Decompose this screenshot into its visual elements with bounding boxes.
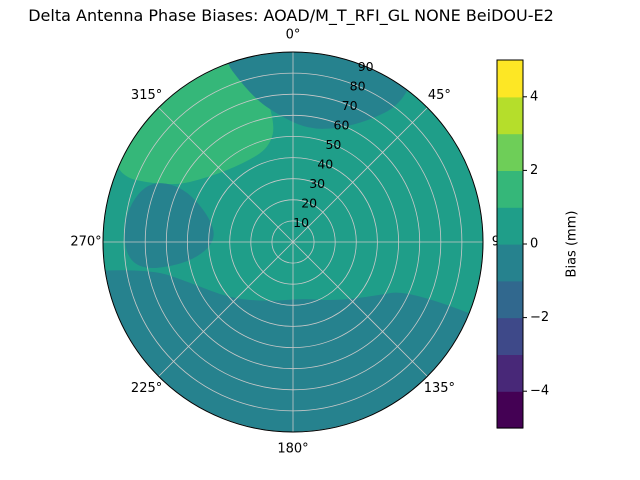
radial-tick-label: 90 <box>358 59 374 74</box>
radial-tick-label: 70 <box>342 98 358 113</box>
colorbar-band <box>497 391 523 429</box>
angle-tick-label: 0° <box>286 28 301 43</box>
colorbar-tick-label: −2 <box>530 310 549 325</box>
radial-tick-label: 40 <box>317 157 333 172</box>
colorbar-axis-label: Bias (mm) <box>565 211 580 278</box>
contour-region-bottom-region <box>103 270 483 432</box>
colorbar-band <box>497 207 523 245</box>
grid-spoke <box>292 107 428 243</box>
colorbar-band <box>497 133 523 171</box>
contour-region-left-patch <box>124 183 214 269</box>
colorbar-tick-label: 4 <box>530 89 538 104</box>
colorbar-tick-label: −4 <box>530 384 549 399</box>
colorbar-tick-label: 2 <box>530 163 538 178</box>
angle-tick-label: 180° <box>277 442 308 457</box>
radial-tick-label: 50 <box>325 137 341 152</box>
radial-tick-labels: 10 20 30 40 50 60 70 80 90 <box>293 59 374 230</box>
colorbar-band <box>497 280 523 319</box>
colorbar-band <box>497 317 523 355</box>
radial-tick-label: 30 <box>309 176 325 191</box>
colorbar: −4 −2 0 2 4 Bias (mm) <box>496 59 580 429</box>
colorbar-band <box>497 96 523 135</box>
colorbar-band <box>497 354 523 392</box>
polar-outline <box>102 51 484 433</box>
angle-tick-label: 45° <box>428 88 451 103</box>
colorbar-band <box>497 60 523 98</box>
contour-region-top-patch <box>227 52 410 129</box>
radial-tick-label: 80 <box>350 79 366 94</box>
radial-tick-label: 60 <box>334 118 350 133</box>
angle-tick-label: 270° <box>70 235 101 250</box>
polar-grid <box>102 51 484 433</box>
grid-spoke <box>158 107 294 243</box>
radial-tick-label: 20 <box>301 196 317 211</box>
radial-tick-label: 10 <box>293 215 309 230</box>
colorbar-band <box>497 244 523 282</box>
angle-tick-label: 225° <box>131 381 162 396</box>
chart-title: Delta Antenna Phase Biases: AOAD/M_T_RFI… <box>28 6 554 25</box>
colorbar-tick-label: 0 <box>530 237 538 252</box>
angle-tick-label: 135° <box>424 381 455 396</box>
colorbar-band <box>497 170 523 208</box>
grid-spoke <box>292 241 428 377</box>
angle-tick-label: 315° <box>131 88 162 103</box>
grid-spoke <box>158 241 294 377</box>
